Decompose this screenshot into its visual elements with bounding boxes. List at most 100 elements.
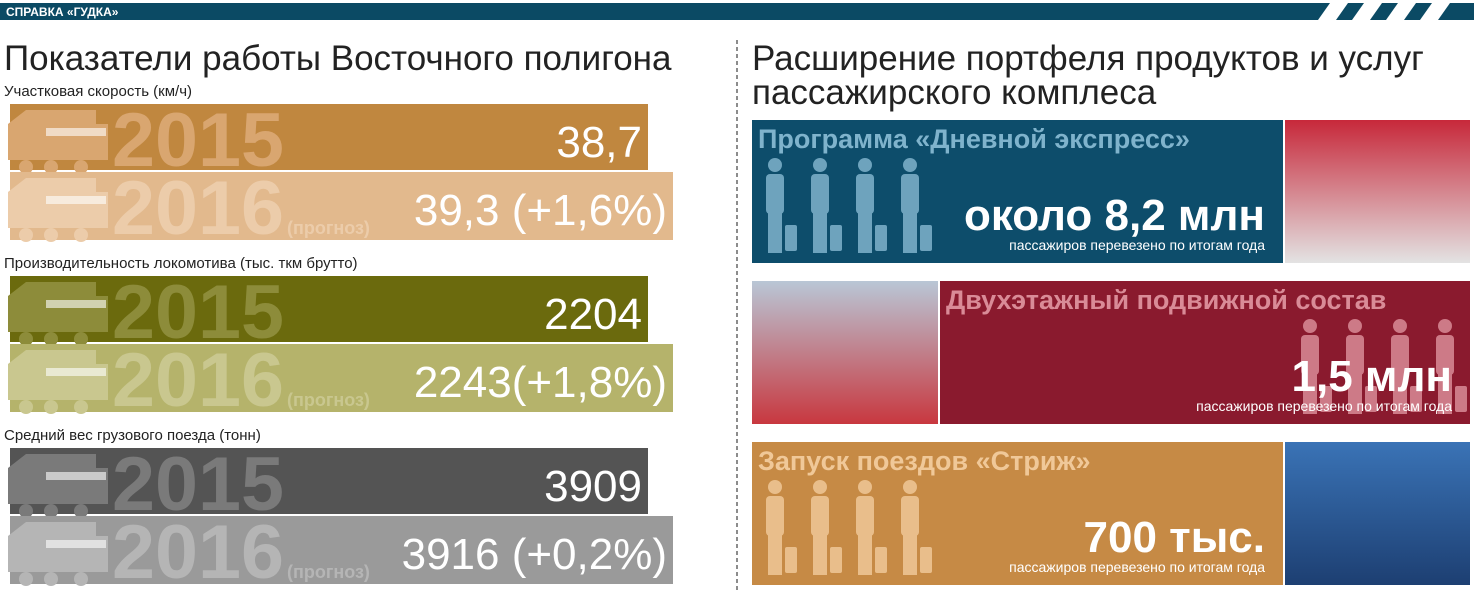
year-label: 2016 <box>112 510 284 590</box>
card-title: Двухэтажный подвижной состав <box>946 285 1386 315</box>
loco-wheel <box>74 400 88 414</box>
person-body <box>901 496 919 536</box>
person-head <box>768 480 782 494</box>
card-caption: пассажиров перевезено по итогам года <box>1009 559 1265 575</box>
person-head <box>1438 319 1452 333</box>
passenger-silhouettes <box>1301 319 1467 414</box>
loco-window <box>46 540 106 548</box>
loco-cab <box>8 110 96 124</box>
person-legs <box>1348 374 1362 414</box>
loco-wheel <box>74 228 88 242</box>
stat-value: 2243(+1,8%) <box>414 358 667 407</box>
person-legs <box>813 535 827 575</box>
locomotive-icon <box>8 350 108 414</box>
loco-wheel <box>74 332 88 346</box>
stat-value: 38,7 <box>556 118 642 167</box>
card-caption: пассажиров перевезено по итогам года <box>1196 398 1452 414</box>
loco-window <box>46 300 106 308</box>
person-body <box>1391 335 1409 375</box>
locomotive-icon <box>8 178 108 242</box>
person-bag <box>1410 386 1422 412</box>
person-legs <box>1438 374 1452 414</box>
stat-bar <box>10 448 648 514</box>
year-note: (прогноз) <box>287 562 370 582</box>
person-bag <box>920 225 932 251</box>
person-head <box>903 158 917 172</box>
loco-wheel <box>44 572 58 586</box>
group-label: Участковая скорость (км/ч) <box>4 83 192 100</box>
person-bag <box>830 225 842 251</box>
locomotive-icon <box>8 522 108 586</box>
person-body <box>856 496 874 536</box>
person-head <box>1393 319 1407 333</box>
stat-bar <box>10 276 648 342</box>
loco-cab <box>8 282 96 296</box>
person-head <box>1303 319 1317 333</box>
stat-value: 3916 (+0,2%) <box>402 530 667 579</box>
card-figure: около 8,2 млн <box>964 191 1265 240</box>
loco-cab <box>8 178 96 192</box>
loco-wheel <box>44 504 58 518</box>
group-label: Производительность локомотива (тыс. ткм … <box>4 255 358 272</box>
locomotive-icon <box>8 454 108 518</box>
year-note: (прогноз) <box>287 218 370 238</box>
card-title: Запуск поездов «Стриж» <box>758 446 1091 476</box>
person-head <box>858 158 872 172</box>
person-bag <box>1365 386 1377 412</box>
passenger-silhouettes <box>766 480 932 575</box>
stat-bar <box>10 172 673 240</box>
person-legs <box>1303 374 1317 414</box>
loco-wheel <box>44 400 58 414</box>
person-legs <box>903 535 917 575</box>
person-bag <box>920 547 932 573</box>
loco-cab <box>8 350 96 364</box>
loco-window <box>46 128 106 136</box>
person-bag <box>830 547 842 573</box>
loco-wheel <box>19 228 33 242</box>
stat-bar <box>10 516 673 584</box>
card-photo <box>752 281 938 424</box>
person-head <box>1348 319 1362 333</box>
stat-value: 2204 <box>544 290 642 339</box>
person-body <box>901 174 919 214</box>
person-body <box>811 174 829 214</box>
person-legs <box>1393 374 1407 414</box>
right-title-line: Расширение портфеля продуктов и услуг <box>752 39 1424 78</box>
loco-wheel <box>44 228 58 242</box>
loco-cab <box>8 522 96 536</box>
card-title: Программа «Дневной экспресс» <box>758 124 1190 154</box>
loco-wheel <box>19 400 33 414</box>
person-head <box>858 480 872 494</box>
person-legs <box>858 213 872 253</box>
header-stripes <box>1318 3 1450 20</box>
person-head <box>768 158 782 172</box>
person-bag <box>1320 386 1332 412</box>
person-body <box>811 496 829 536</box>
person-legs <box>858 535 872 575</box>
group-label: Средний вес грузового поезда (тонн) <box>4 427 261 444</box>
card-photo <box>1285 120 1470 263</box>
person-bag <box>875 547 887 573</box>
loco-wheel <box>74 504 88 518</box>
locomotive-icon <box>8 282 108 346</box>
loco-window <box>46 196 106 204</box>
locomotive-icon <box>8 110 108 174</box>
year-label: 2015 <box>112 270 284 355</box>
year-label: 2016 <box>112 166 284 251</box>
person-bag <box>785 547 797 573</box>
stat-value: 3909 <box>544 462 642 511</box>
card-photo <box>1285 442 1470 585</box>
right-title-line: пассажирского комплеса <box>752 73 1157 112</box>
loco-wheel <box>19 332 33 346</box>
person-legs <box>768 213 782 253</box>
person-body <box>766 174 784 214</box>
person-body <box>766 496 784 536</box>
header-bar <box>0 3 1474 20</box>
loco-wheel <box>19 572 33 586</box>
year-label: 2016 <box>112 338 284 423</box>
loco-wheel <box>74 160 88 174</box>
card-caption: пассажиров перевезено по итогам года <box>1009 237 1265 253</box>
loco-cab <box>8 454 96 468</box>
stat-bar <box>10 104 648 170</box>
